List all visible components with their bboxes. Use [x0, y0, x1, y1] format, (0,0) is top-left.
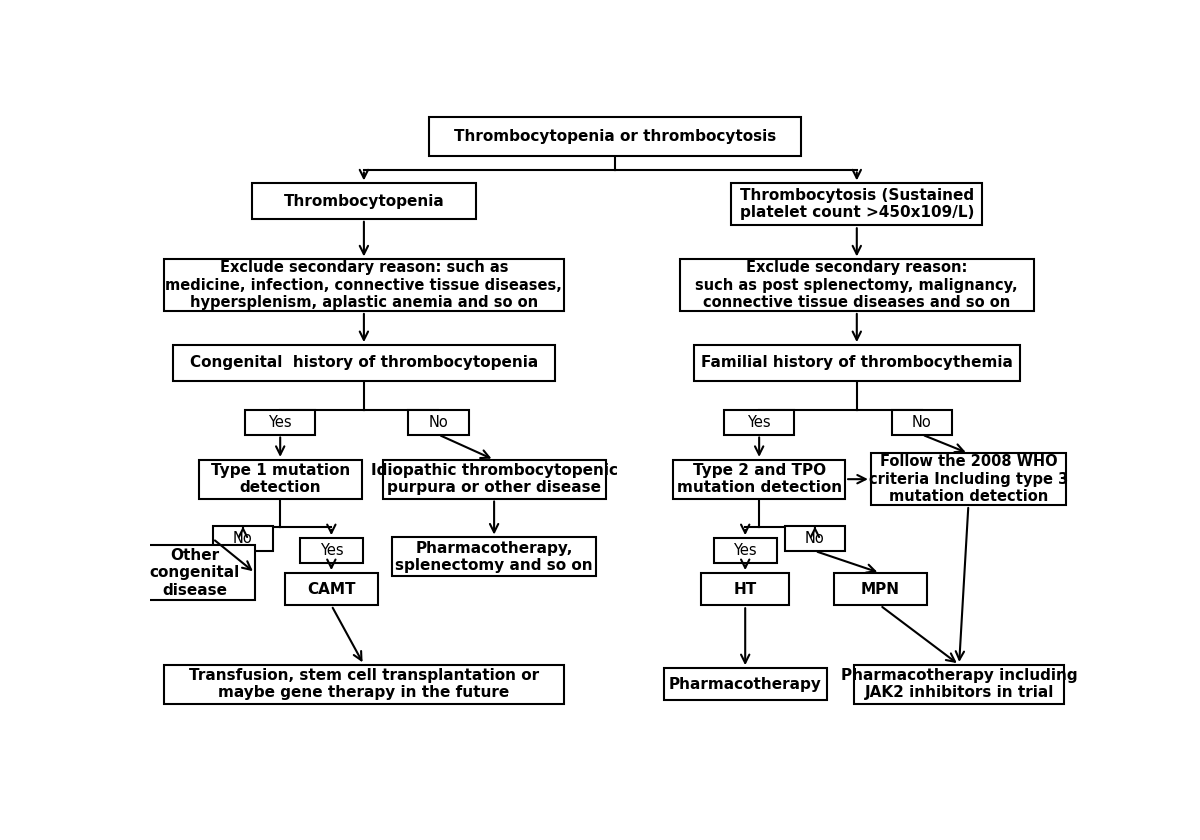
Text: No: No — [233, 531, 253, 546]
Text: Thrombocytopenia: Thrombocytopenia — [283, 193, 444, 208]
Text: Pharmacotherapy: Pharmacotherapy — [668, 677, 822, 691]
Text: Type 2 and TPO
mutation detection: Type 2 and TPO mutation detection — [677, 463, 841, 496]
FancyBboxPatch shape — [854, 664, 1063, 704]
FancyBboxPatch shape — [892, 410, 952, 434]
FancyBboxPatch shape — [725, 410, 794, 434]
Text: Familial history of thrombocythemia: Familial history of thrombocythemia — [701, 355, 1013, 370]
Text: CAMT: CAMT — [307, 581, 355, 596]
Text: Exclude secondary reason:
such as post splenectomy, malignancy,
connective tissu: Exclude secondary reason: such as post s… — [696, 260, 1018, 310]
FancyBboxPatch shape — [701, 573, 790, 606]
FancyBboxPatch shape — [714, 538, 776, 563]
Text: Follow the 2008 WHO
criteria Including type 3
mutation detection: Follow the 2008 WHO criteria Including t… — [869, 454, 1068, 504]
FancyBboxPatch shape — [284, 573, 378, 606]
Text: No: No — [428, 415, 448, 430]
FancyBboxPatch shape — [664, 668, 827, 701]
Text: Yes: Yes — [748, 415, 770, 430]
FancyBboxPatch shape — [871, 454, 1066, 505]
Text: Yes: Yes — [319, 543, 343, 558]
FancyBboxPatch shape — [430, 117, 802, 155]
Text: Pharmacotherapy,
splenectomy and so on: Pharmacotherapy, splenectomy and so on — [395, 541, 593, 573]
FancyBboxPatch shape — [252, 183, 475, 219]
Text: Exclude secondary reason: such as
medicine, infection, connective tissue disease: Exclude secondary reason: such as medici… — [166, 260, 563, 310]
FancyBboxPatch shape — [164, 260, 564, 311]
Text: Idiopathic thrombocytopenic
purpura or other disease: Idiopathic thrombocytopenic purpura or o… — [371, 463, 618, 496]
Text: Type 1 mutation
detection: Type 1 mutation detection — [210, 463, 350, 496]
Text: HT: HT — [733, 581, 757, 596]
Text: No: No — [912, 415, 931, 430]
FancyBboxPatch shape — [164, 664, 564, 704]
FancyBboxPatch shape — [680, 260, 1033, 311]
FancyBboxPatch shape — [785, 527, 845, 551]
Text: Yes: Yes — [733, 543, 757, 558]
FancyBboxPatch shape — [834, 573, 926, 606]
FancyBboxPatch shape — [391, 538, 596, 576]
FancyBboxPatch shape — [408, 410, 468, 434]
FancyBboxPatch shape — [383, 459, 606, 499]
FancyBboxPatch shape — [673, 459, 845, 499]
Text: Transfusion, stem cell transplantation or
maybe gene therapy in the future: Transfusion, stem cell transplantation o… — [188, 668, 539, 701]
Text: Thrombocytosis (Sustained
platelet count >450x109/L): Thrombocytosis (Sustained platelet count… — [739, 188, 974, 220]
Text: Yes: Yes — [269, 415, 292, 430]
Text: MPN: MPN — [860, 581, 900, 596]
FancyBboxPatch shape — [245, 410, 316, 434]
Text: Thrombocytopenia or thrombocytosis: Thrombocytopenia or thrombocytosis — [454, 129, 776, 144]
FancyBboxPatch shape — [173, 345, 554, 381]
Text: Pharmacotherapy including
JAK2 inhibitors in trial: Pharmacotherapy including JAK2 inhibitor… — [841, 668, 1078, 701]
Text: Congenital  history of thrombocytopenia: Congenital history of thrombocytopenia — [190, 355, 538, 370]
FancyBboxPatch shape — [300, 538, 362, 563]
FancyBboxPatch shape — [731, 183, 983, 225]
FancyBboxPatch shape — [134, 545, 256, 601]
Text: Other
congenital
disease: Other congenital disease — [150, 548, 240, 598]
FancyBboxPatch shape — [212, 527, 274, 551]
Text: No: No — [805, 531, 824, 546]
FancyBboxPatch shape — [694, 345, 1020, 381]
FancyBboxPatch shape — [199, 459, 361, 499]
